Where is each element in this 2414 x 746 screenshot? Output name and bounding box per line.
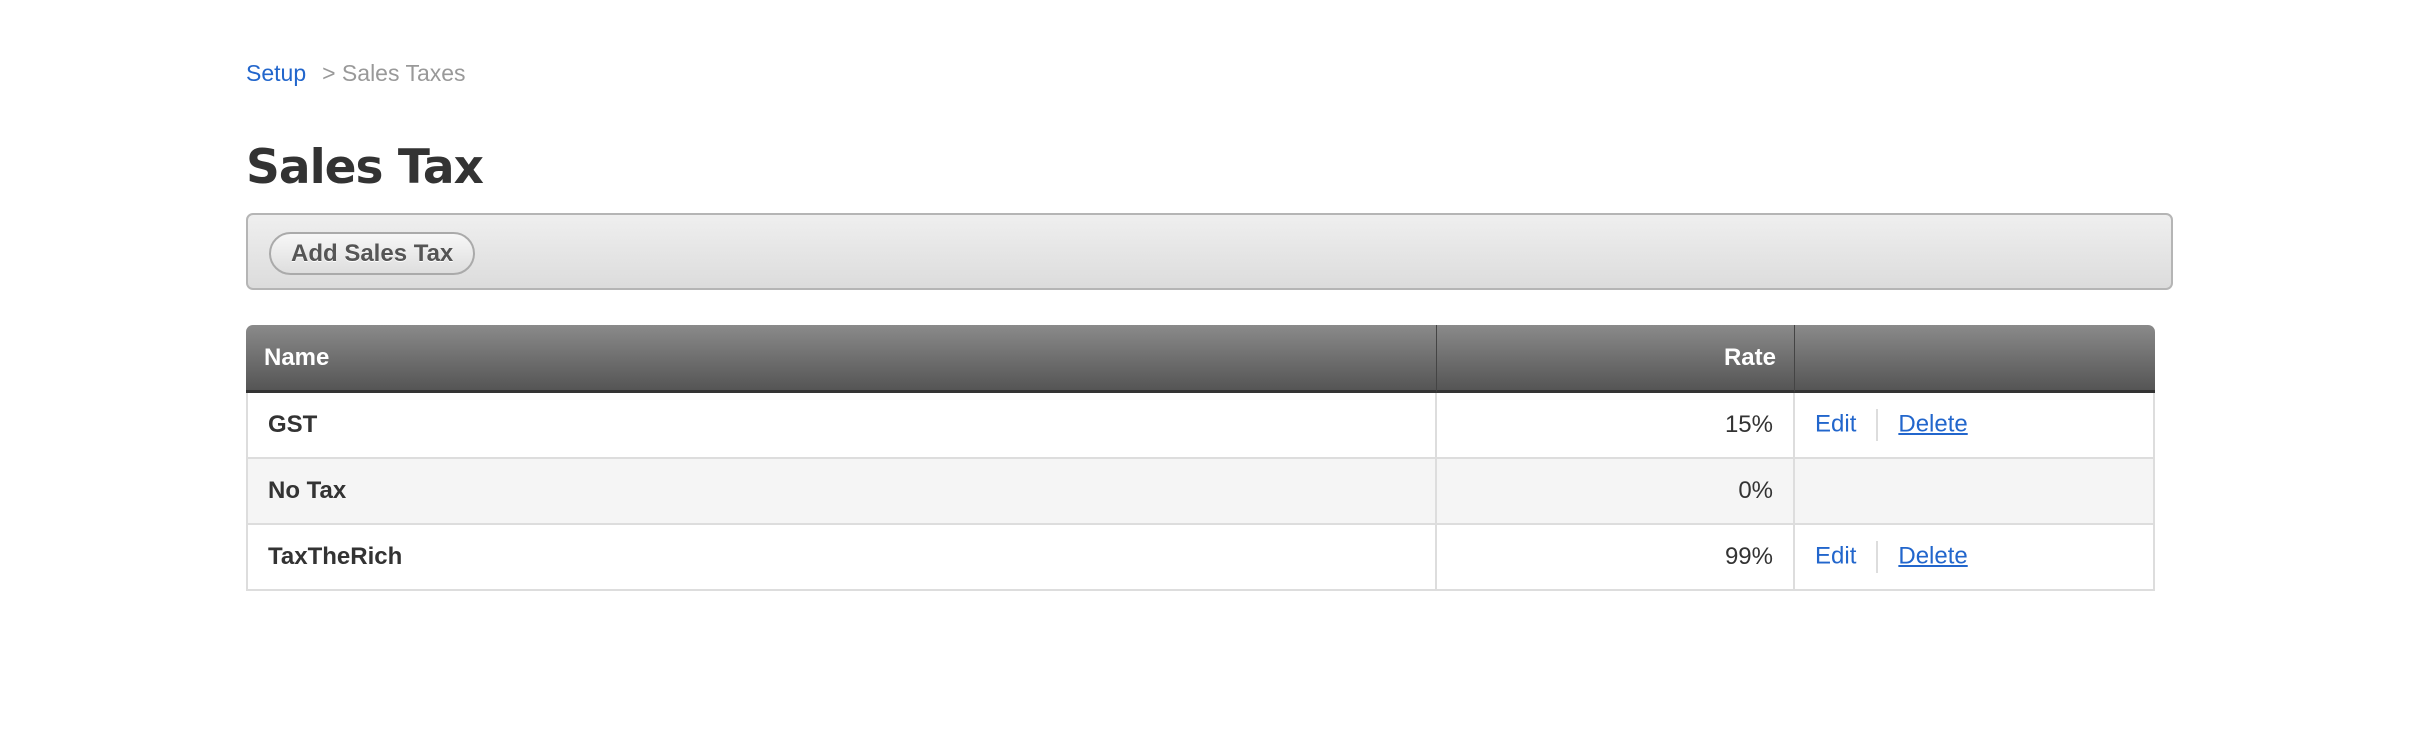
table-row: TaxTheRich 99% Edit Delete — [246, 525, 2155, 591]
tax-name: TaxTheRich — [246, 525, 1437, 591]
sales-tax-table: Name Rate GST 15% Edit Delete No Tax 0% T… — [246, 325, 2155, 591]
tax-rate: 99% — [1437, 525, 1795, 591]
add-sales-tax-button[interactable]: Add Sales Tax — [269, 232, 476, 275]
tax-name: GST — [246, 393, 1437, 459]
action-divider — [1876, 409, 1879, 441]
action-divider — [1876, 541, 1879, 573]
column-header-actions — [1795, 325, 2155, 393]
delete-link[interactable]: Delete — [1898, 542, 1968, 570]
tax-rate: 0% — [1437, 459, 1795, 525]
breadcrumb-current: > Sales Taxes — [322, 60, 466, 86]
delete-link[interactable]: Delete — [1898, 410, 1968, 438]
toolbar: Add Sales Tax — [246, 213, 2173, 290]
breadcrumb: Setup > Sales Taxes — [246, 60, 466, 87]
row-actions — [1795, 459, 2155, 525]
column-header-rate[interactable]: Rate — [1437, 325, 1795, 393]
tax-name: No Tax — [246, 459, 1437, 525]
table-row: No Tax 0% — [246, 459, 2155, 525]
breadcrumb-setup-link[interactable]: Setup — [246, 60, 307, 86]
column-header-name[interactable]: Name — [246, 325, 1437, 393]
edit-link[interactable]: Edit — [1815, 542, 1857, 570]
tax-rate: 15% — [1437, 393, 1795, 459]
page-title: Sales Tax — [246, 140, 484, 195]
edit-link[interactable]: Edit — [1815, 410, 1857, 438]
table-header: Name Rate — [246, 325, 2155, 393]
row-actions: Edit Delete — [1795, 525, 2155, 591]
table-row: GST 15% Edit Delete — [246, 393, 2155, 459]
row-actions: Edit Delete — [1795, 393, 2155, 459]
